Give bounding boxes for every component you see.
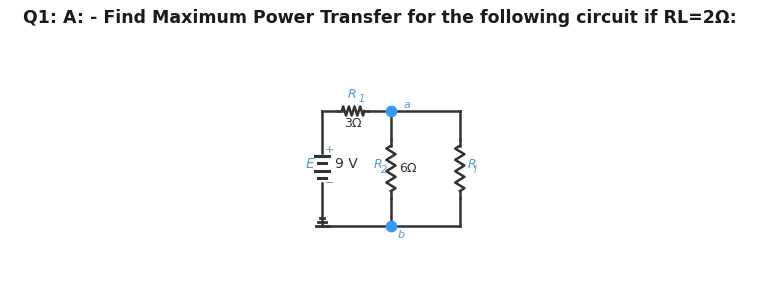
Point [385, 224, 397, 228]
Text: a: a [404, 100, 411, 110]
Text: 9 V: 9 V [335, 157, 357, 171]
Text: b: b [398, 230, 405, 240]
Text: 2: 2 [381, 164, 388, 175]
Text: R: R [468, 159, 477, 171]
Text: 3Ω: 3Ω [345, 117, 362, 131]
Text: −: − [325, 178, 334, 188]
Text: 1: 1 [358, 94, 364, 104]
Text: 6Ω: 6Ω [399, 162, 417, 175]
Text: +: + [325, 145, 334, 155]
Text: Q1: A: - Find Maximum Power Transfer for the following circuit if RL=2Ω:: Q1: A: - Find Maximum Power Transfer for… [23, 9, 736, 27]
Text: E: E [305, 157, 314, 171]
Text: R: R [348, 88, 356, 101]
Text: l: l [474, 164, 477, 175]
Point [385, 109, 397, 114]
Text: R: R [373, 159, 383, 171]
